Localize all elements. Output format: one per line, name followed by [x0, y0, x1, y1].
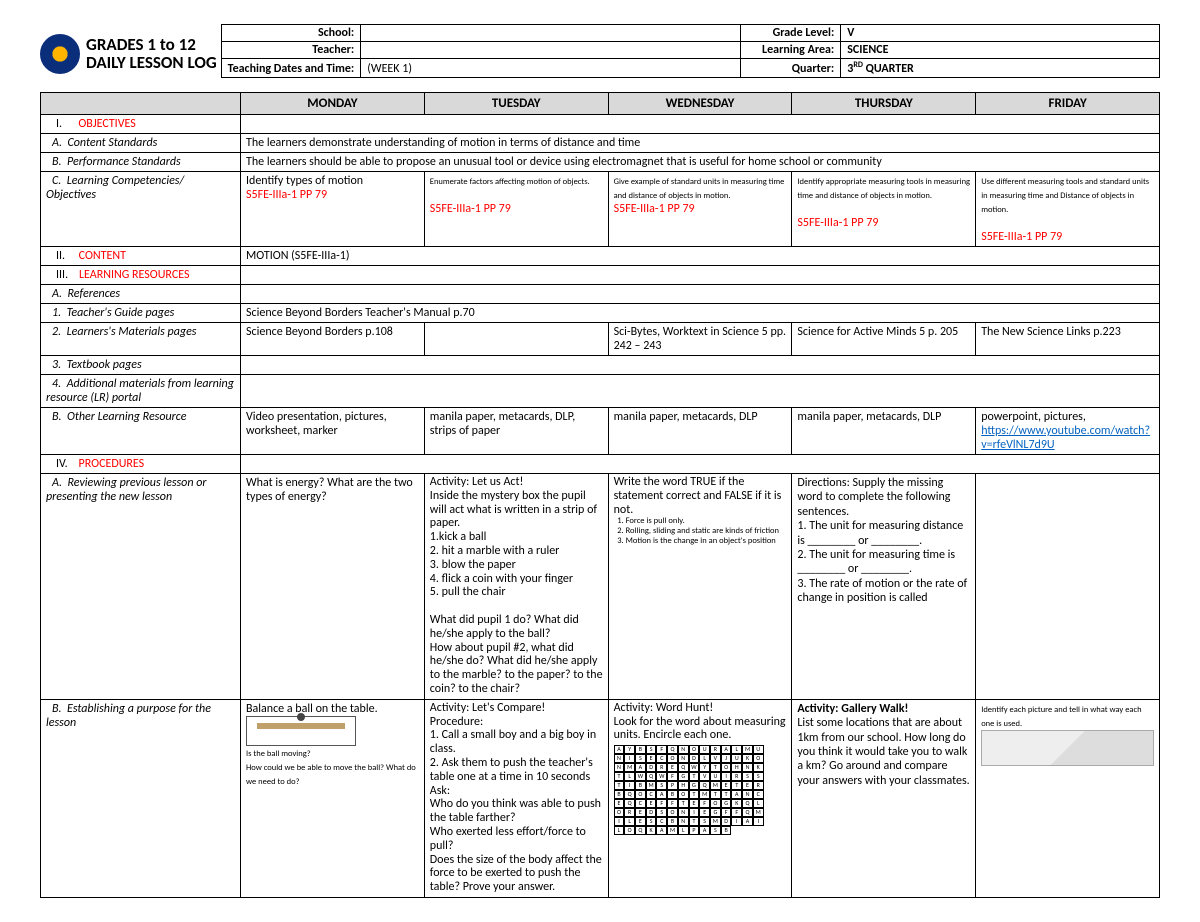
val-teachers-guide: Science Beyond Borders Teacher's Manual … [241, 304, 1160, 323]
quarter-label: Quarter: [741, 59, 841, 78]
pb-wed: Activity: Word Hunt! Look for the word a… [608, 699, 792, 897]
dates-value: (WEEK 1) [361, 59, 741, 78]
lm-fri: The New Science Links p.223 [976, 323, 1160, 356]
ol-thu: manila paper, metacards, DLP [792, 408, 976, 455]
header-meta-table: School: Grade Level: V Teacher: Learning… [221, 24, 1160, 78]
title-line-2: DAILY LESSON LOG [86, 54, 217, 72]
pa-fri [976, 474, 1160, 700]
row-performance-standards: B. Performance Standards [41, 153, 241, 172]
wordsearch-grid: AYBSFQNOURALMUNISECONDLVJUKONMADREQWYTOH… [614, 745, 764, 835]
ol-fri: powerpoint, pictures, https://www.youtub… [976, 408, 1160, 455]
col-thu: THURSDAY [792, 93, 976, 115]
pa-tue: Activity: Let us Act!Inside the mystery … [424, 474, 608, 700]
pa-wed: Write the word TRUE if the statement cor… [608, 474, 792, 700]
ol-tue: manila paper, metacards, DLP, strips of … [424, 408, 608, 455]
row-learning-resources: III. LEARNING RESOURCES [41, 266, 241, 285]
pa-thu: Directions: Supply the missing word to c… [792, 474, 976, 700]
lm-mon: Science Beyond Borders p.108 [241, 323, 425, 356]
val-performance-standards: The learners should be able to propose a… [241, 153, 1160, 172]
title-block: GRADES 1 to 12 DAILY LESSON LOG [40, 24, 217, 74]
measuring-tools-icon [981, 730, 1154, 766]
row-textbook: 3. Textbook pages [41, 356, 241, 375]
row-learning-comp: C. Learning Competencies/ Objectives [41, 172, 241, 247]
lm-wed: Sci-Bytes, Worktext in Science 5 pp. 242… [608, 323, 792, 356]
header-row: GRADES 1 to 12 DAILY LESSON LOG School: … [40, 24, 1160, 78]
teacher-label: Teacher: [221, 42, 361, 59]
grade-label: Grade Level: [741, 25, 841, 42]
school-value [361, 25, 741, 42]
seal-icon [40, 34, 80, 74]
lm-tue [424, 323, 608, 356]
lesson-log-table: MONDAY TUESDAY WEDNESDAY THURSDAY FRIDAY… [40, 92, 1160, 898]
col-fri: FRIDAY [976, 93, 1160, 115]
pb-mon: Balance a ball on the table. Is the ball… [241, 699, 425, 897]
row-other-learning: B. Other Learning Resource [41, 408, 241, 455]
grade-value: V [841, 25, 1160, 42]
row-proc-a: A. Reviewing previous lesson or presenti… [41, 474, 241, 700]
ol-wed: manila paper, metacards, DLP [608, 408, 792, 455]
lm-thu: Science for Active Minds 5 p. 205 [792, 323, 976, 356]
row-learners-materials: 2. Learners's Materials pages [41, 323, 241, 356]
ol-mon: Video presentation, pictures, worksheet,… [241, 408, 425, 455]
quarter-value: 3RD QUARTER [841, 59, 1160, 78]
col-blank [41, 93, 241, 115]
lc-thu: Identify appropriate measuring tools in … [792, 172, 976, 247]
col-mon: MONDAY [241, 93, 425, 115]
row-procedures: IV. PROCEDURES [41, 455, 241, 474]
row-proc-b: B. Establishing a purpose for the lesson [41, 699, 241, 897]
row-content: II. CONTENT [41, 247, 241, 266]
col-wed: WEDNESDAY [608, 93, 792, 115]
lc-mon: Identify types of motionS5FE-IIIa-1 PP 7… [241, 172, 425, 247]
area-value: SCIENCE [841, 42, 1160, 59]
val-content-standards: The learners demonstrate understanding o… [241, 134, 1160, 153]
row-objectives: I. OBJECTIVES [41, 115, 241, 134]
val-content: MOTION (S5FE-IIIa-1) [241, 247, 1160, 266]
desk-icon [246, 716, 356, 746]
pa-mon: What is energy? What are the two types o… [241, 474, 425, 700]
teacher-value [361, 42, 741, 59]
row-additional-materials: 4. Additional materials from learning re… [41, 375, 241, 408]
youtube-link[interactable]: https://www.youtube.com/watch?v=rfeVlNL7… [981, 424, 1150, 452]
pb-tue: Activity: Let's Compare!Procedure: 1. Ca… [424, 699, 608, 897]
dates-label: Teaching Dates and Time: [221, 59, 361, 78]
col-tue: TUESDAY [424, 93, 608, 115]
row-teachers-guide: 1. Teacher's Guide pages [41, 304, 241, 323]
lc-wed: Give example of standard units in measur… [608, 172, 792, 247]
area-label: Learning Area: [741, 42, 841, 59]
pb-thu: Activity: Gallery Walk!List some locatio… [792, 699, 976, 897]
pb-fri: Identify each picture and tell in what w… [976, 699, 1160, 897]
lc-fri: Use different measuring tools and standa… [976, 172, 1160, 247]
school-label: School: [221, 25, 361, 42]
lc-tue: Enumerate factors affecting motion of ob… [424, 172, 608, 247]
row-references: A. References [41, 285, 241, 304]
row-content-standards: A. Content Standards [41, 134, 241, 153]
